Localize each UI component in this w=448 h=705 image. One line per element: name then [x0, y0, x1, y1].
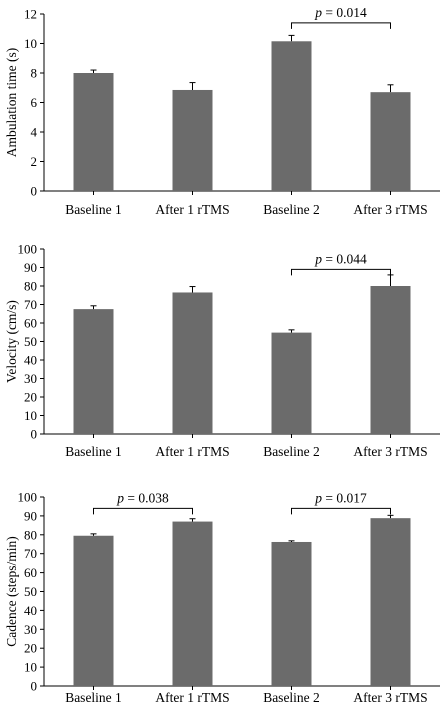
- y-tick-label: 10: [24, 36, 37, 51]
- y-tick-label: 80: [24, 527, 37, 542]
- chart-3: 0 10 20 30 40 50 60 70 80 90 100 Cadence (steps/min…: [4, 490, 440, 705]
- bar: [370, 518, 411, 686]
- y-tick-label: 60: [24, 565, 37, 580]
- category-label: After 3 rTMS: [353, 202, 427, 217]
- y-tick-label: 2: [31, 154, 38, 169]
- y-tick-label: 70: [24, 546, 37, 561]
- significance-bracket: [93, 507, 193, 515]
- bar: [370, 92, 411, 191]
- category-label: After 1 rTMS: [155, 690, 229, 705]
- category-label: After 3 rTMS: [353, 444, 427, 459]
- y-axis-label: Cadence (steps/min): [4, 536, 19, 647]
- y-axis-label: Ambulation time (s): [4, 48, 19, 157]
- bar: [73, 309, 114, 434]
- y-tick-label: 0: [31, 427, 38, 442]
- significance-bracket: [291, 268, 391, 276]
- p-value-annotation: p = 0.014: [314, 5, 367, 20]
- y-tick-label: 90: [24, 508, 37, 523]
- category-label: After 1 rTMS: [155, 444, 229, 459]
- bar: [172, 521, 213, 686]
- y-tick-label: 0: [31, 184, 38, 199]
- y-tick-label: 40: [24, 353, 37, 368]
- y-tick-label: 50: [24, 334, 37, 349]
- y-tick-label: 8: [31, 66, 38, 81]
- y-tick-label: 10: [24, 660, 37, 675]
- p-value-annotation: p = 0.017: [314, 490, 367, 505]
- y-tick-label: 80: [24, 279, 37, 294]
- chart-2: 0 10 20 30 40 50 60 70 80 90 100 Velocity (cm/s) Bas…: [4, 242, 440, 459]
- category-label: After 3 rTMS: [353, 690, 427, 705]
- bar: [271, 541, 312, 686]
- p-value-symbol: p: [314, 5, 322, 20]
- p-value-text: = 0.038: [124, 490, 169, 505]
- y-tick-label: 10: [24, 408, 37, 423]
- bar: [370, 286, 411, 434]
- p-value-text: = 0.014: [322, 5, 367, 20]
- y-tick-label: 60: [24, 316, 37, 331]
- p-value-symbol: p: [116, 490, 124, 505]
- y-tick-label: 4: [31, 125, 38, 140]
- bar: [271, 332, 312, 434]
- category-label: After 1 rTMS: [155, 202, 229, 217]
- p-value-text: = 0.017: [322, 490, 367, 505]
- category-label: Baseline 2: [263, 202, 320, 217]
- y-tick-label: 40: [24, 603, 37, 618]
- chart-1: 0 2 4 6 8 10 12 Ambulation time (s) Baseline 1 Af…: [4, 5, 440, 217]
- y-tick-label: 12: [24, 7, 37, 22]
- p-value-annotation: p = 0.044: [314, 251, 367, 266]
- y-tick-label: 100: [18, 490, 38, 505]
- category-label: Baseline 1: [65, 202, 122, 217]
- category-label: Baseline 1: [65, 444, 122, 459]
- y-tick-label: 100: [18, 242, 38, 257]
- y-tick-label: 50: [24, 584, 37, 599]
- bar: [172, 89, 213, 191]
- p-value-text: = 0.044: [322, 251, 367, 266]
- bar: [172, 292, 213, 434]
- y-tick-label: 0: [31, 679, 38, 694]
- category-label: Baseline 2: [263, 444, 320, 459]
- y-axis-label: Velocity (cm/s): [4, 300, 19, 383]
- y-tick-label: 30: [24, 371, 37, 386]
- y-tick-label: 70: [24, 297, 37, 312]
- bar: [271, 41, 312, 191]
- y-tick-label: 30: [24, 622, 37, 637]
- category-label: Baseline 1: [65, 690, 122, 705]
- category-label: Baseline 2: [263, 690, 320, 705]
- y-tick-label: 20: [24, 641, 37, 656]
- p-value-annotation: p = 0.038: [116, 490, 169, 505]
- y-tick-label: 90: [24, 260, 37, 275]
- significance-bracket: [291, 507, 391, 515]
- significance-bracket: [291, 22, 391, 29]
- bar: [73, 73, 114, 191]
- p-value-symbol: p: [314, 490, 322, 505]
- p-value-symbol: p: [314, 251, 322, 266]
- bar: [73, 535, 114, 686]
- y-tick-label: 6: [31, 95, 38, 110]
- y-tick-label: 20: [24, 390, 37, 405]
